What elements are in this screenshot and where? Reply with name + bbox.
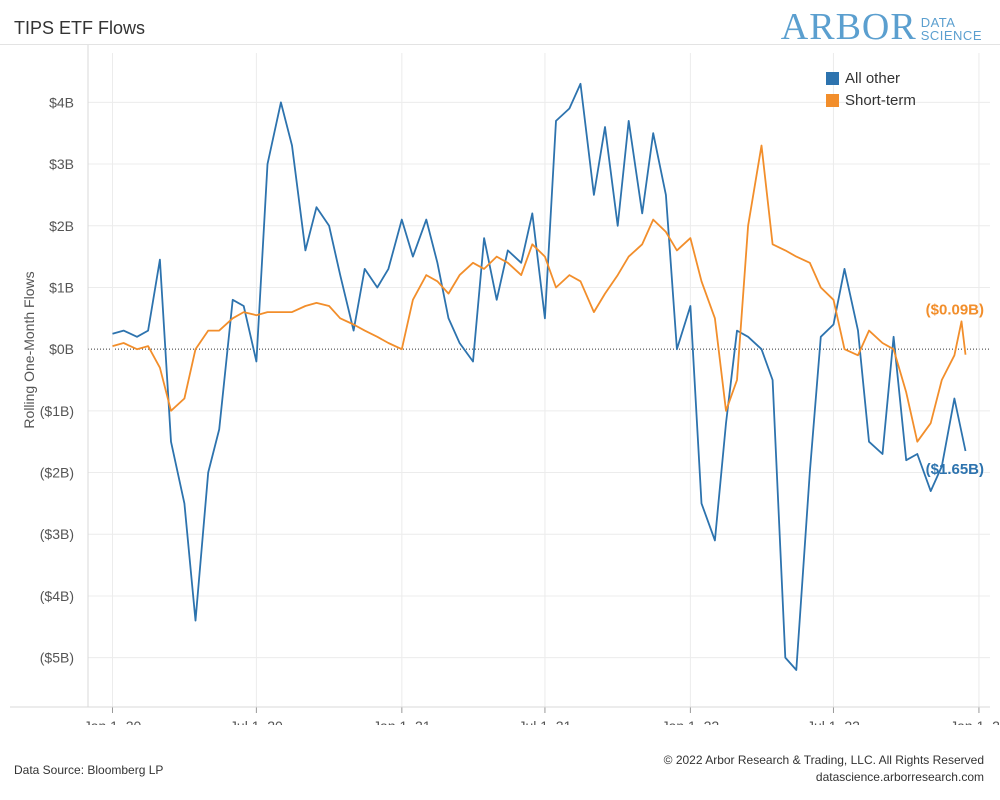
x-tick-label: Jan 1, 20 xyxy=(84,718,142,725)
footer-credits: © 2022 Arbor Research & Trading, LLC. Al… xyxy=(664,752,984,786)
legend-item-all-other[interactable]: All other xyxy=(826,67,916,89)
logo-subtitle: DATA SCIENCE xyxy=(921,16,982,42)
legend-swatch-all-other xyxy=(826,71,839,85)
end-label-all-other: ($1.65B) xyxy=(926,461,984,478)
x-tick-label: Jan 1, 23 xyxy=(950,718,1000,725)
footer-url-link[interactable]: datascience.arborresearch.com xyxy=(815,770,984,784)
legend-label-all-other: All other xyxy=(845,69,901,87)
logo-subtitle-line1: DATA xyxy=(920,15,956,30)
y-tick-label: ($5B) xyxy=(40,650,74,666)
y-tick-label: $1B xyxy=(49,279,74,295)
y-tick-label: $2B xyxy=(49,218,74,234)
chart-legend: All other Short-term xyxy=(826,67,916,111)
page-title: TIPS ETF Flows xyxy=(14,18,146,38)
x-tick-label: Jul 1, 20 xyxy=(230,718,283,725)
flows-line-chart: $4B $3B $2B $1B $0B ($1B) ($2B) ($3B) ($4B) ($5B)… xyxy=(10,45,1000,725)
y-tick-label: $0B xyxy=(49,341,74,357)
logo-subtitle-line2: SCIENCE xyxy=(920,28,982,43)
legend-swatch-short-term xyxy=(826,93,839,107)
y-axis-title: Rolling One-Month Flows xyxy=(21,271,37,428)
data-source-note: Data Source: Bloomberg LP xyxy=(14,763,164,777)
y-tick-label: ($4B) xyxy=(40,588,74,604)
legend-label-short-term: Short-term xyxy=(845,91,916,109)
y-tick-label: $3B xyxy=(49,156,74,172)
y-tick-label: ($2B) xyxy=(40,465,74,481)
y-tick-label: ($3B) xyxy=(40,526,74,542)
y-tick-label: $4B xyxy=(49,94,74,110)
legend-item-short-term[interactable]: Short-term xyxy=(826,89,916,111)
x-tick-label: Jan 1, 21 xyxy=(373,718,431,725)
logo-wordmark: ARBOR xyxy=(780,6,917,48)
x-tick-label: Jul 1, 22 xyxy=(807,718,860,725)
arbor-logo: ARBOR DATA SCIENCE xyxy=(781,8,982,46)
x-tick-label: Jan 1, 22 xyxy=(662,718,720,725)
y-tick-label: ($1B) xyxy=(40,403,74,419)
series-line-all-other xyxy=(112,82,967,671)
series-line-short-term xyxy=(112,144,967,443)
header-divider xyxy=(0,44,1000,45)
end-label-short-term: ($0.09B) xyxy=(926,302,984,319)
x-tick-label: Jul 1, 21 xyxy=(518,718,571,725)
copyright-text: © 2022 Arbor Research & Trading, LLC. Al… xyxy=(663,753,984,767)
